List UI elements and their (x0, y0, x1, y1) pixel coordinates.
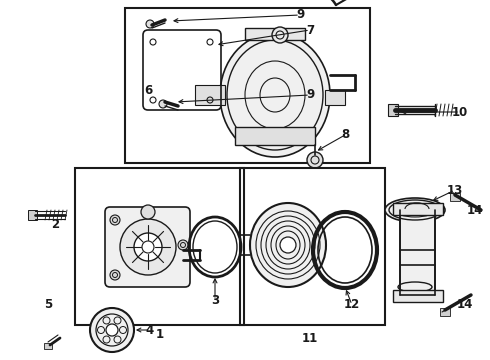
Ellipse shape (250, 203, 326, 287)
Bar (125, 8, 370, 163)
Bar (400, 210, 435, 295)
Text: 1: 1 (156, 328, 164, 342)
Text: 10: 10 (452, 105, 468, 118)
Circle shape (106, 324, 118, 336)
Text: 13: 13 (447, 184, 463, 197)
Bar (245, 28, 305, 40)
Circle shape (110, 270, 120, 280)
Text: 6: 6 (144, 84, 152, 96)
Bar (450, 193, 460, 201)
Text: 4: 4 (146, 324, 154, 337)
FancyBboxPatch shape (105, 207, 190, 287)
Circle shape (141, 205, 155, 219)
Circle shape (110, 215, 120, 225)
Bar (235, 127, 315, 145)
Text: 3: 3 (211, 293, 219, 306)
Ellipse shape (385, 198, 445, 222)
Bar (75, 168, 244, 325)
Bar (240, 168, 385, 325)
Bar (28, 210, 37, 220)
Bar (393, 203, 443, 215)
Bar (393, 290, 443, 302)
Text: 7: 7 (306, 23, 314, 36)
Text: 8: 8 (341, 129, 349, 141)
Text: 5: 5 (44, 298, 52, 311)
Text: 14: 14 (457, 298, 473, 311)
Circle shape (178, 240, 188, 250)
Ellipse shape (220, 33, 330, 157)
Circle shape (280, 237, 296, 253)
Circle shape (307, 152, 323, 168)
Circle shape (90, 308, 134, 352)
Bar (325, 90, 345, 105)
Text: 12: 12 (344, 298, 360, 311)
Text: 14: 14 (467, 203, 483, 216)
Circle shape (134, 233, 162, 261)
Circle shape (146, 20, 154, 28)
Circle shape (272, 27, 288, 43)
Bar (44, 343, 52, 349)
Text: 11: 11 (302, 332, 318, 345)
Circle shape (159, 100, 167, 108)
Bar (440, 308, 450, 316)
Text: 9: 9 (296, 9, 304, 22)
Text: 9: 9 (306, 89, 314, 102)
Text: 2: 2 (51, 219, 59, 231)
Bar (388, 104, 398, 116)
Bar (195, 85, 225, 105)
Ellipse shape (120, 219, 176, 275)
